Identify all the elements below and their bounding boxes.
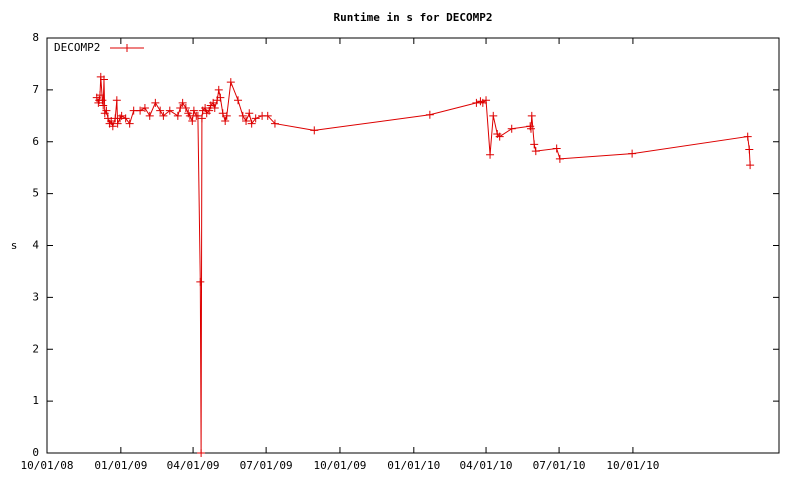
point	[214, 85, 223, 94]
point	[495, 132, 504, 141]
point	[746, 161, 755, 170]
point	[263, 111, 272, 120]
point	[555, 154, 564, 163]
y-axis-label: s	[11, 239, 18, 252]
point	[156, 106, 165, 115]
point	[121, 114, 130, 123]
point	[197, 114, 206, 123]
point	[173, 111, 182, 120]
series-line	[96, 76, 751, 454]
point	[209, 98, 218, 107]
x-tick-label: 01/01/09	[94, 459, 147, 472]
point	[251, 114, 260, 123]
point	[140, 104, 149, 113]
point	[216, 93, 225, 102]
x-tick-label: 10/01/08	[21, 459, 74, 472]
y-tick-label: 7	[32, 83, 39, 96]
point	[99, 101, 108, 110]
point	[489, 111, 498, 120]
point	[125, 119, 134, 128]
point	[181, 104, 190, 113]
x-tick-label: 10/01/10	[606, 459, 659, 472]
point	[178, 98, 187, 107]
point	[530, 140, 539, 149]
point	[238, 111, 247, 120]
point	[108, 122, 117, 131]
y-tick-label: 1	[32, 394, 39, 407]
point	[247, 119, 256, 128]
point	[628, 149, 637, 158]
legend-marker	[123, 44, 131, 52]
y-tick-label: 6	[32, 135, 39, 148]
point	[145, 111, 154, 120]
y-tick-label: 0	[32, 446, 39, 459]
point	[102, 106, 111, 115]
point	[745, 145, 754, 154]
point	[242, 117, 251, 125]
point	[527, 111, 536, 120]
x-tick-label: 04/01/09	[167, 459, 220, 472]
point	[165, 106, 174, 115]
point	[210, 104, 219, 113]
point	[112, 96, 121, 105]
point	[107, 117, 116, 125]
point	[526, 124, 535, 133]
point	[270, 119, 279, 128]
point	[95, 91, 104, 100]
point	[245, 109, 254, 118]
point	[221, 117, 230, 125]
point	[188, 117, 197, 125]
point	[234, 96, 243, 105]
plot-border	[46, 37, 780, 454]
point	[201, 104, 210, 113]
y-tick-label: 8	[32, 31, 39, 44]
point	[99, 75, 108, 84]
point	[205, 106, 214, 115]
chart-title: Runtime in s for DECOMP2	[334, 11, 493, 24]
legend-label: DECOMP2	[54, 41, 100, 54]
y-tick-label: 2	[32, 342, 39, 355]
x-tick-label: 10/01/09	[313, 459, 366, 472]
point	[486, 150, 495, 159]
point	[425, 110, 434, 119]
point	[218, 109, 227, 118]
point	[482, 96, 491, 105]
point	[222, 111, 231, 120]
point	[552, 144, 561, 153]
y-tick-label: 3	[32, 290, 39, 303]
x-tick-label: 04/01/10	[460, 459, 513, 472]
y-tick-label: 4	[32, 239, 39, 252]
point	[193, 111, 202, 120]
point	[117, 111, 126, 120]
y-tick-label: 5	[32, 187, 39, 200]
point	[226, 78, 235, 87]
point	[136, 106, 145, 115]
point	[531, 147, 540, 156]
point	[197, 449, 206, 457]
point	[507, 124, 516, 133]
x-tick-label: 07/01/09	[240, 459, 293, 472]
point	[743, 132, 752, 141]
x-tick-label: 01/01/10	[387, 459, 440, 472]
point	[113, 119, 122, 128]
point	[159, 111, 168, 120]
point	[310, 126, 319, 135]
point	[196, 277, 205, 286]
point	[151, 98, 160, 107]
point	[189, 106, 198, 115]
point	[98, 96, 107, 105]
x-tick-label: 07/01/10	[533, 459, 586, 472]
